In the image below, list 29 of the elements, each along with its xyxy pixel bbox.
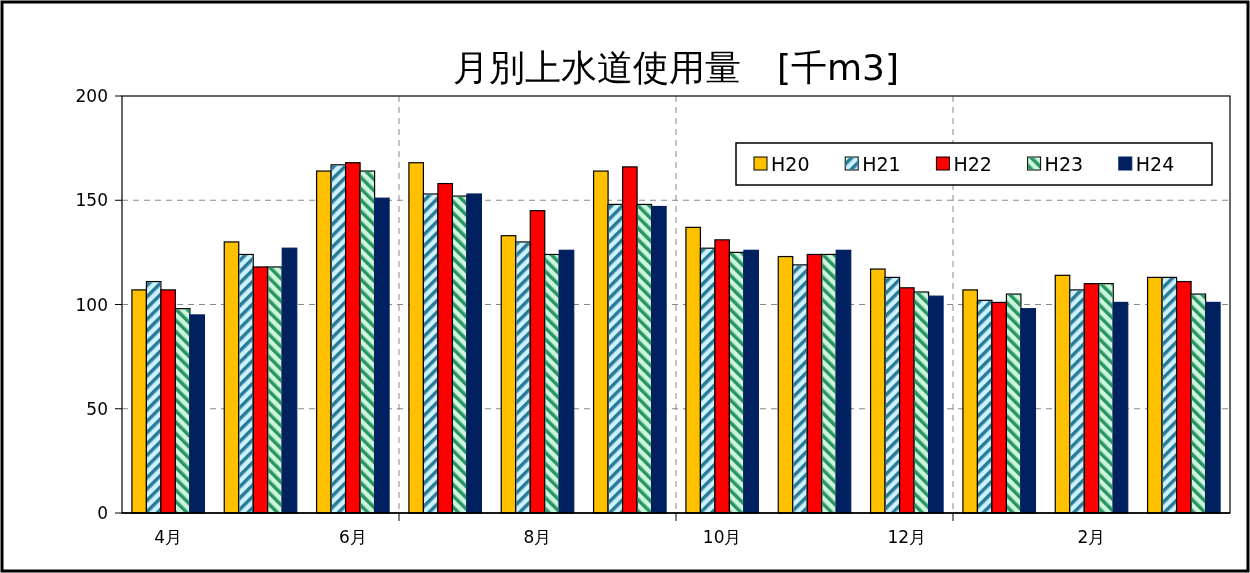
bar (1112, 301, 1129, 514)
bar (281, 247, 298, 514)
y-tick-label: 200 (75, 86, 108, 106)
y-tick-label: 150 (75, 190, 108, 211)
bar (189, 314, 206, 514)
bar (1204, 301, 1221, 514)
legend-label: H20 (771, 153, 810, 175)
y-tick-label: 100 (75, 294, 108, 315)
x-tick-label: 8月 (523, 527, 552, 547)
legend-label: H24 (1135, 153, 1175, 175)
bar (1020, 308, 1037, 514)
bar (927, 295, 944, 514)
bar (466, 193, 483, 514)
x-tick-label: 12月 (887, 527, 927, 547)
x-tick-label: 10月 (702, 527, 742, 547)
bar (650, 205, 667, 514)
legend-label: H22 (953, 153, 992, 175)
x-tick-label: 6月 (338, 527, 367, 547)
bar (743, 249, 760, 514)
chart-title: 月別上水道使用量 [千m3] (452, 47, 900, 88)
legend-label: H23 (1044, 153, 1084, 175)
x-tick-label: 2月 (1077, 527, 1106, 547)
legend-label: H21 (862, 153, 901, 175)
bar (835, 249, 852, 514)
bar (373, 197, 390, 514)
y-tick-label: 0 (97, 503, 108, 523)
y-tick-label: 50 (86, 398, 108, 419)
bar (558, 249, 575, 514)
x-tick-label: 4月 (154, 527, 183, 547)
